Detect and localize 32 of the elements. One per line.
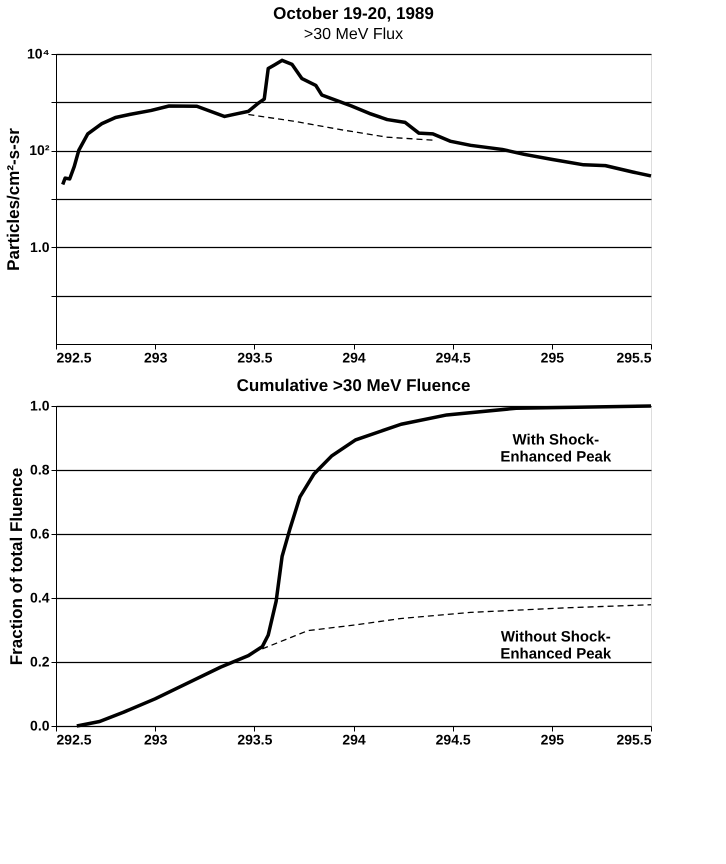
y-tick-label: 0.4 bbox=[30, 590, 50, 606]
chart-title: October 19-20, 1989 bbox=[273, 4, 434, 23]
x-tick-label: 292.5 bbox=[56, 732, 92, 748]
y-tick-label: 10⁴ bbox=[27, 46, 50, 62]
x-tick-label: 295.5 bbox=[616, 350, 652, 366]
x-tick-label: 293.5 bbox=[237, 350, 273, 366]
x-tick-label: 293 bbox=[144, 732, 168, 748]
y-tick-label: 1.0 bbox=[30, 238, 50, 255]
x-tick-label: 293 bbox=[144, 350, 168, 366]
line-series bbox=[248, 114, 434, 141]
x-tick-label: 292.5 bbox=[56, 350, 92, 366]
x-tick-label: 295 bbox=[540, 732, 564, 748]
chart-title: Cumulative >30 MeV Fluence bbox=[236, 376, 470, 395]
x-tick-label: 293.5 bbox=[237, 732, 273, 748]
x-tick-label: 294.5 bbox=[436, 350, 471, 366]
x-tick-label: 294 bbox=[342, 350, 366, 366]
x-tick-label: 294 bbox=[342, 732, 366, 748]
y-axis-title: Fraction of total Fluence bbox=[7, 468, 26, 666]
x-tick-label: 294.5 bbox=[436, 732, 471, 748]
y-tick-label: 1.0 bbox=[30, 398, 50, 414]
annotation: With Shock- Enhanced Peak bbox=[500, 432, 612, 466]
y-axis-title: Particles/cm²-s-sr bbox=[4, 128, 24, 271]
y-tick-label: 0.2 bbox=[30, 654, 50, 670]
annotation: Without Shock- Enhanced Peak bbox=[500, 628, 612, 662]
y-tick-label: 0.6 bbox=[30, 526, 50, 542]
y-tick-label: 10² bbox=[29, 142, 50, 158]
chart-subtitle: >30 MeV Flux bbox=[304, 26, 404, 43]
y-tick-label: 0.0 bbox=[30, 718, 50, 734]
x-tick-label: 295.5 bbox=[616, 732, 652, 748]
x-tick-label: 295 bbox=[540, 350, 564, 366]
y-tick-label: 0.8 bbox=[30, 462, 50, 478]
line-series bbox=[60, 58, 653, 186]
